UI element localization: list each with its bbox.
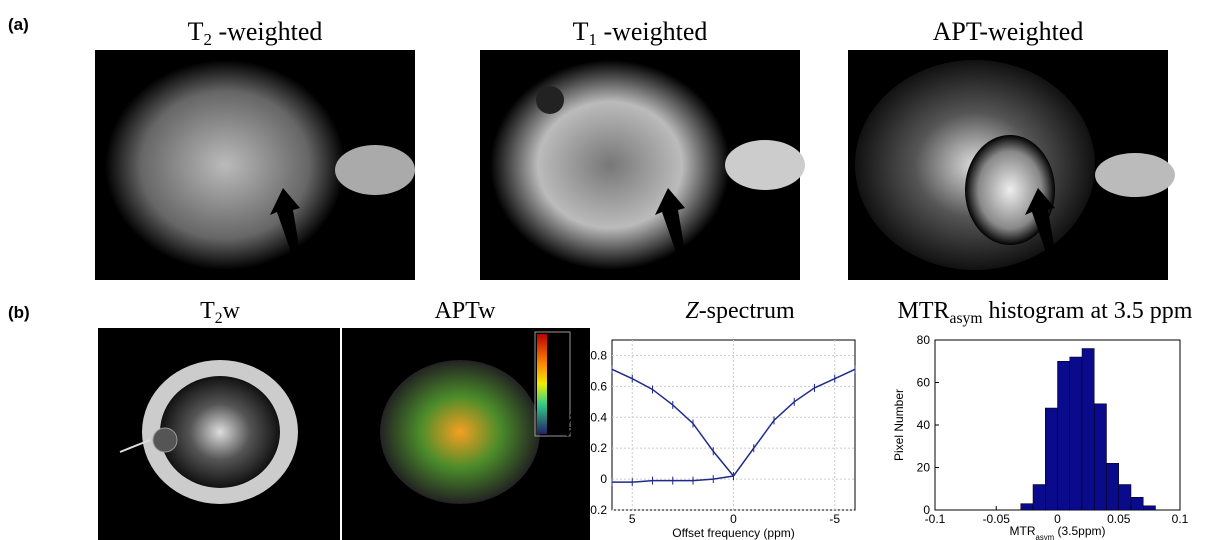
x-tick-label: 0 [730, 512, 737, 526]
y-axis-label: S/S₀ [563, 413, 577, 437]
image-title-part: -weighted [212, 17, 322, 46]
chart-title-part: MTR [898, 298, 950, 324]
y-tick-label: 0.6 [590, 379, 607, 393]
x-axis-label: MTRasym (3.5ppm) [1010, 524, 1106, 540]
y-tick-label: 0.2 [590, 441, 607, 455]
y-tick-label: 0.4 [590, 410, 607, 424]
colorbar-tick: 0 [549, 387, 553, 394]
image-title: T2w [200, 298, 240, 327]
image-title-part: APTw [435, 298, 497, 324]
x-tick-label: 0.05 [1107, 512, 1131, 526]
mri-image [95, 50, 415, 280]
y-tick-label: 0 [600, 472, 607, 486]
histogram-bar [1021, 504, 1033, 510]
x-tick-label: -5 [829, 512, 840, 526]
x-tick-label: -0.05 [983, 512, 1011, 526]
y-axis-label: Pixel Number [892, 389, 906, 461]
histogram-bar [1070, 357, 1082, 510]
x-axis-label: Offset frequency (ppm) [672, 526, 795, 540]
histogram-bar [1045, 408, 1057, 510]
y-tick-label: -0.2 [586, 503, 607, 517]
image-title-part: T [573, 17, 589, 46]
colorbar-tick: 0.05 [549, 369, 563, 376]
histogram-bar [1131, 497, 1143, 510]
y-tick-label: 0.8 [590, 348, 607, 362]
histogram-bar [1058, 361, 1070, 510]
image-title-part: APT-weighted [933, 17, 1084, 46]
mri-image [480, 50, 805, 280]
x-tick-label: 5 [629, 512, 636, 526]
image-title-part: w [223, 298, 241, 324]
image-title: T2 -weighted [188, 17, 323, 49]
y-tick-label: 20 [917, 461, 931, 475]
image-title: APT-weighted [933, 17, 1084, 46]
chart-title: Z-spectrum [685, 298, 795, 324]
image-title-part: T [200, 298, 215, 324]
colorbar-tick: 0.15 [549, 333, 563, 340]
y-tick-label: 80 [917, 333, 931, 347]
image-title-part: -weighted [597, 17, 707, 46]
histogram-bar [1082, 349, 1094, 511]
histogram-bar [1107, 463, 1119, 510]
histogram-bar [1119, 485, 1131, 511]
colorbar-tick: -0.05 [549, 405, 565, 412]
image-title-sub: 2 [203, 30, 211, 49]
panel-label: (b) [8, 303, 30, 322]
histogram-bar [1143, 506, 1155, 510]
colorbar-tick: -0.1 [549, 423, 561, 430]
y-tick-label: 60 [917, 376, 931, 390]
chart-title-part: Z [685, 298, 699, 324]
panel-label: (a) [8, 15, 29, 34]
y-tick-label: 0 [923, 503, 930, 517]
mri-image [342, 328, 590, 540]
histogram-bar [1094, 404, 1106, 510]
image-title: T1 -weighted [573, 17, 708, 49]
histogram-bar [1033, 485, 1045, 511]
y-tick-label: 40 [917, 418, 931, 432]
image-title-sub: 2 [215, 310, 223, 327]
figure: (a) (b) T2 -weightedT1 -weightedAPT-weig… [0, 0, 1215, 540]
chart-title-part: -spectrum [699, 298, 795, 324]
x-tick-label: 0.1 [1172, 512, 1189, 526]
x-axis-label-sub: asym [1036, 533, 1055, 540]
image-title-part: T [188, 17, 204, 46]
image-title-sub: 1 [588, 30, 596, 49]
image-title: APTw [435, 298, 497, 324]
x-axis-label-part: (3.5ppm) [1054, 524, 1105, 538]
mri-image [848, 50, 1175, 280]
chart-title-sub: asym [950, 310, 983, 327]
mri-image [98, 328, 340, 540]
chart-title: MTRasym histogram at 3.5 ppm [898, 298, 1193, 327]
chart-title-part: histogram at 3.5 ppm [982, 298, 1192, 324]
colorbar-tick: 0.1 [549, 351, 559, 358]
x-axis-label-part: MTR [1010, 524, 1036, 538]
